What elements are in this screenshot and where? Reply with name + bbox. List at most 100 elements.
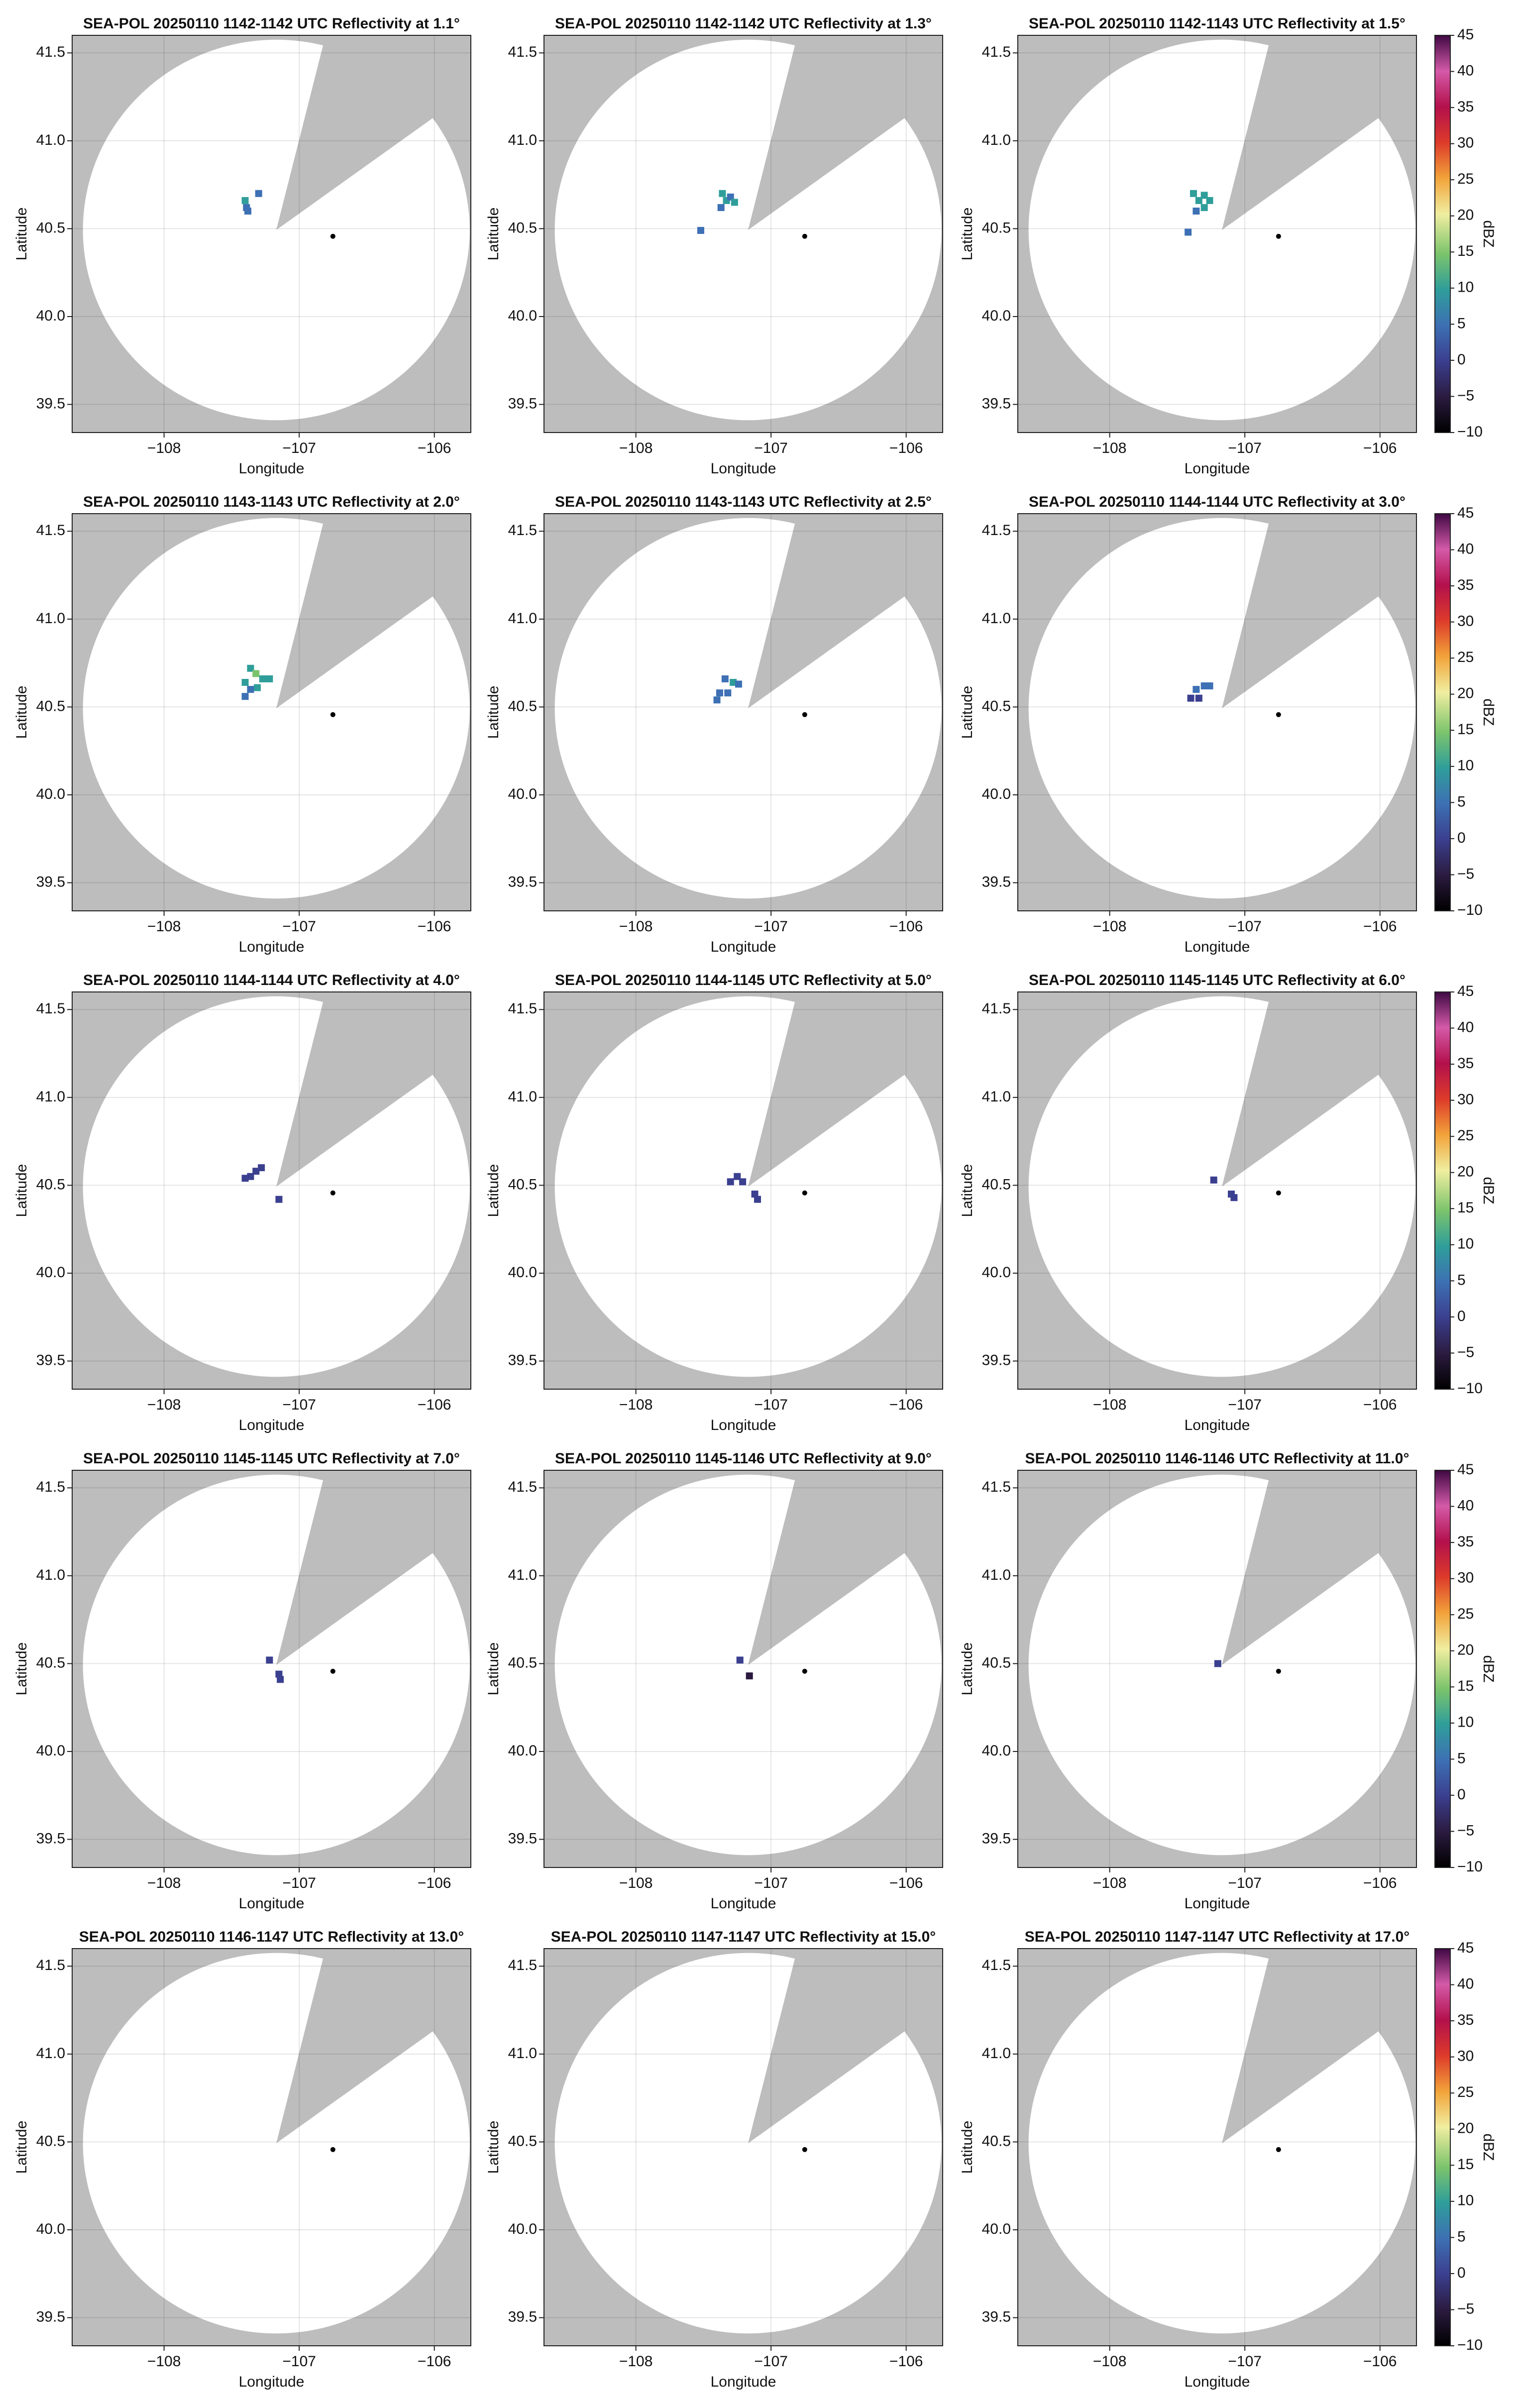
grid <box>544 1949 943 2346</box>
echo-point <box>1206 197 1213 204</box>
colorbar-tick-label: −5 <box>1457 1344 1474 1360</box>
echo-point <box>1206 682 1213 690</box>
echo-point <box>247 1173 254 1180</box>
echo-point <box>746 1672 753 1680</box>
echo-point <box>1185 228 1192 236</box>
x-axis-label: Longitude <box>1185 1417 1250 1433</box>
y-tick-label: 39.5 <box>508 874 537 890</box>
x-axis-label: Longitude <box>711 1417 776 1433</box>
echo-point <box>724 689 732 697</box>
colorbar-tick-label: −5 <box>1457 2300 1474 2317</box>
colorbar-tick-label: 25 <box>1457 171 1474 187</box>
y-tick-label: 41.5 <box>982 1479 1011 1495</box>
x-tick-label: −106 <box>889 918 923 935</box>
echo-point <box>727 193 734 201</box>
echo-point <box>1190 190 1197 197</box>
site-marker <box>330 712 335 717</box>
colorbar-tick-label: 20 <box>1457 1164 1474 1180</box>
colorbar-tick-label: 10 <box>1457 279 1474 296</box>
echo-point <box>252 670 260 677</box>
coverage <box>83 518 470 899</box>
panel: −108 −107 −106 39.5 40.0 40.5 41.0 41.5 SEA-POL … <box>485 1450 943 1912</box>
panel-title: SEA-POL 20250110 1147-1147 UTC Reflectiv… <box>551 1929 936 1945</box>
x-tick-label: −107 <box>754 918 788 935</box>
colorbar-tick-label: −10 <box>1457 2337 1483 2353</box>
coverage <box>83 1474 470 1856</box>
site-marker <box>330 1668 335 1674</box>
x-axis-label: Longitude <box>239 2374 305 2390</box>
y-tick-label: 40.5 <box>36 2133 65 2149</box>
x-tick-label: −108 <box>1093 1397 1127 1413</box>
colorbar-tick-label: −5 <box>1457 387 1474 404</box>
y-axis-label: Latitude <box>959 1164 975 1217</box>
echo-point <box>727 1178 734 1186</box>
echo-point <box>258 1164 265 1172</box>
y-tick-label: 41.0 <box>508 610 537 627</box>
y-axis-label: Latitude <box>485 1164 502 1217</box>
grid <box>1018 992 1416 1389</box>
x-tick-label: −107 <box>282 918 316 935</box>
y-tick-label: 39.5 <box>36 395 65 412</box>
panel: −108 −107 −106 39.5 40.0 40.5 41.0 41.5 SEA-POL … <box>959 1929 1497 2390</box>
y-tick-label: 39.5 <box>982 1352 1011 1368</box>
x-axis-label: Longitude <box>1185 939 1250 955</box>
y-tick-label: 41.0 <box>36 1567 65 1583</box>
site-marker <box>802 712 807 717</box>
colorbar-tick-label: −5 <box>1457 866 1474 882</box>
y-tick-label: 40.0 <box>508 786 537 802</box>
echo-point <box>713 696 721 704</box>
panel: −108 −107 −106 39.5 40.0 40.5 41.0 41.5 SEA-POL … <box>13 1929 471 2390</box>
y-tick-label: 41.5 <box>36 44 65 60</box>
colorbar-tick-label: 10 <box>1457 758 1474 774</box>
colorbar-tick-label: 30 <box>1457 1570 1474 1586</box>
colorbar-tick-label: 35 <box>1457 1533 1474 1550</box>
echo-point <box>253 684 261 691</box>
y-tick-label: 40.0 <box>36 308 65 324</box>
colorbar-tick-label: 20 <box>1457 1642 1474 1658</box>
site-marker <box>1276 2147 1281 2152</box>
colorbar-tick-label: 40 <box>1457 62 1474 79</box>
y-tick-label: 40.0 <box>982 2221 1011 2237</box>
echo-point <box>259 675 266 682</box>
colorbar-tick-label: 15 <box>1457 721 1474 738</box>
x-tick-label: −107 <box>282 1875 316 1891</box>
coverage <box>83 1953 470 2334</box>
panel-title: SEA-POL 20250110 1142-1143 UTC Reflectiv… <box>1029 15 1406 32</box>
colorbar-tick-label: 5 <box>1457 1750 1466 1766</box>
y-tick-label: 41.0 <box>982 1567 1011 1583</box>
x-axis-label: Longitude <box>239 1417 305 1433</box>
colorbar-tick-label: 35 <box>1457 2012 1474 2028</box>
x-tick-label: −106 <box>889 1875 923 1891</box>
colorbar-tick-label: 15 <box>1457 1200 1474 1216</box>
axes-frame <box>543 35 943 433</box>
y-tick-label: 39.5 <box>982 395 1011 412</box>
y-tick-label: 39.5 <box>982 1830 1011 1847</box>
y-tick-label: 41.0 <box>982 610 1011 627</box>
panel: −108 −107 −106 39.5 40.0 40.5 41.0 41.5 SEA-POL … <box>13 15 471 477</box>
echo-point <box>244 208 251 215</box>
x-axis-label: Longitude <box>1185 1895 1250 1912</box>
axes-frame <box>72 991 471 1390</box>
y-axis-label: Latitude <box>959 2121 975 2174</box>
echoes <box>241 1164 283 1203</box>
site-marker <box>330 2147 335 2152</box>
colorbar-tick-label: 0 <box>1457 2265 1466 2281</box>
axes-frame <box>1017 513 1417 911</box>
site-marker <box>802 1190 807 1196</box>
coverage <box>1028 996 1415 1377</box>
coverage <box>554 39 942 421</box>
site-marker <box>1276 1668 1281 1674</box>
y-tick-label: 40.5 <box>508 698 537 714</box>
y-tick-label: 39.5 <box>982 2308 1011 2325</box>
colorbar-label: dBZ <box>1480 1177 1497 1204</box>
axes-frame <box>543 513 943 911</box>
echo-point <box>266 1656 273 1664</box>
x-tick-label: −108 <box>619 440 653 456</box>
axes-frame <box>543 1948 943 2346</box>
y-tick-label: 39.5 <box>508 2308 537 2325</box>
site-marker <box>330 233 335 239</box>
colorbar-tick-label: 40 <box>1457 1019 1474 1035</box>
x-axis-label: Longitude <box>1185 2374 1250 2390</box>
y-axis-label: Latitude <box>485 686 502 739</box>
